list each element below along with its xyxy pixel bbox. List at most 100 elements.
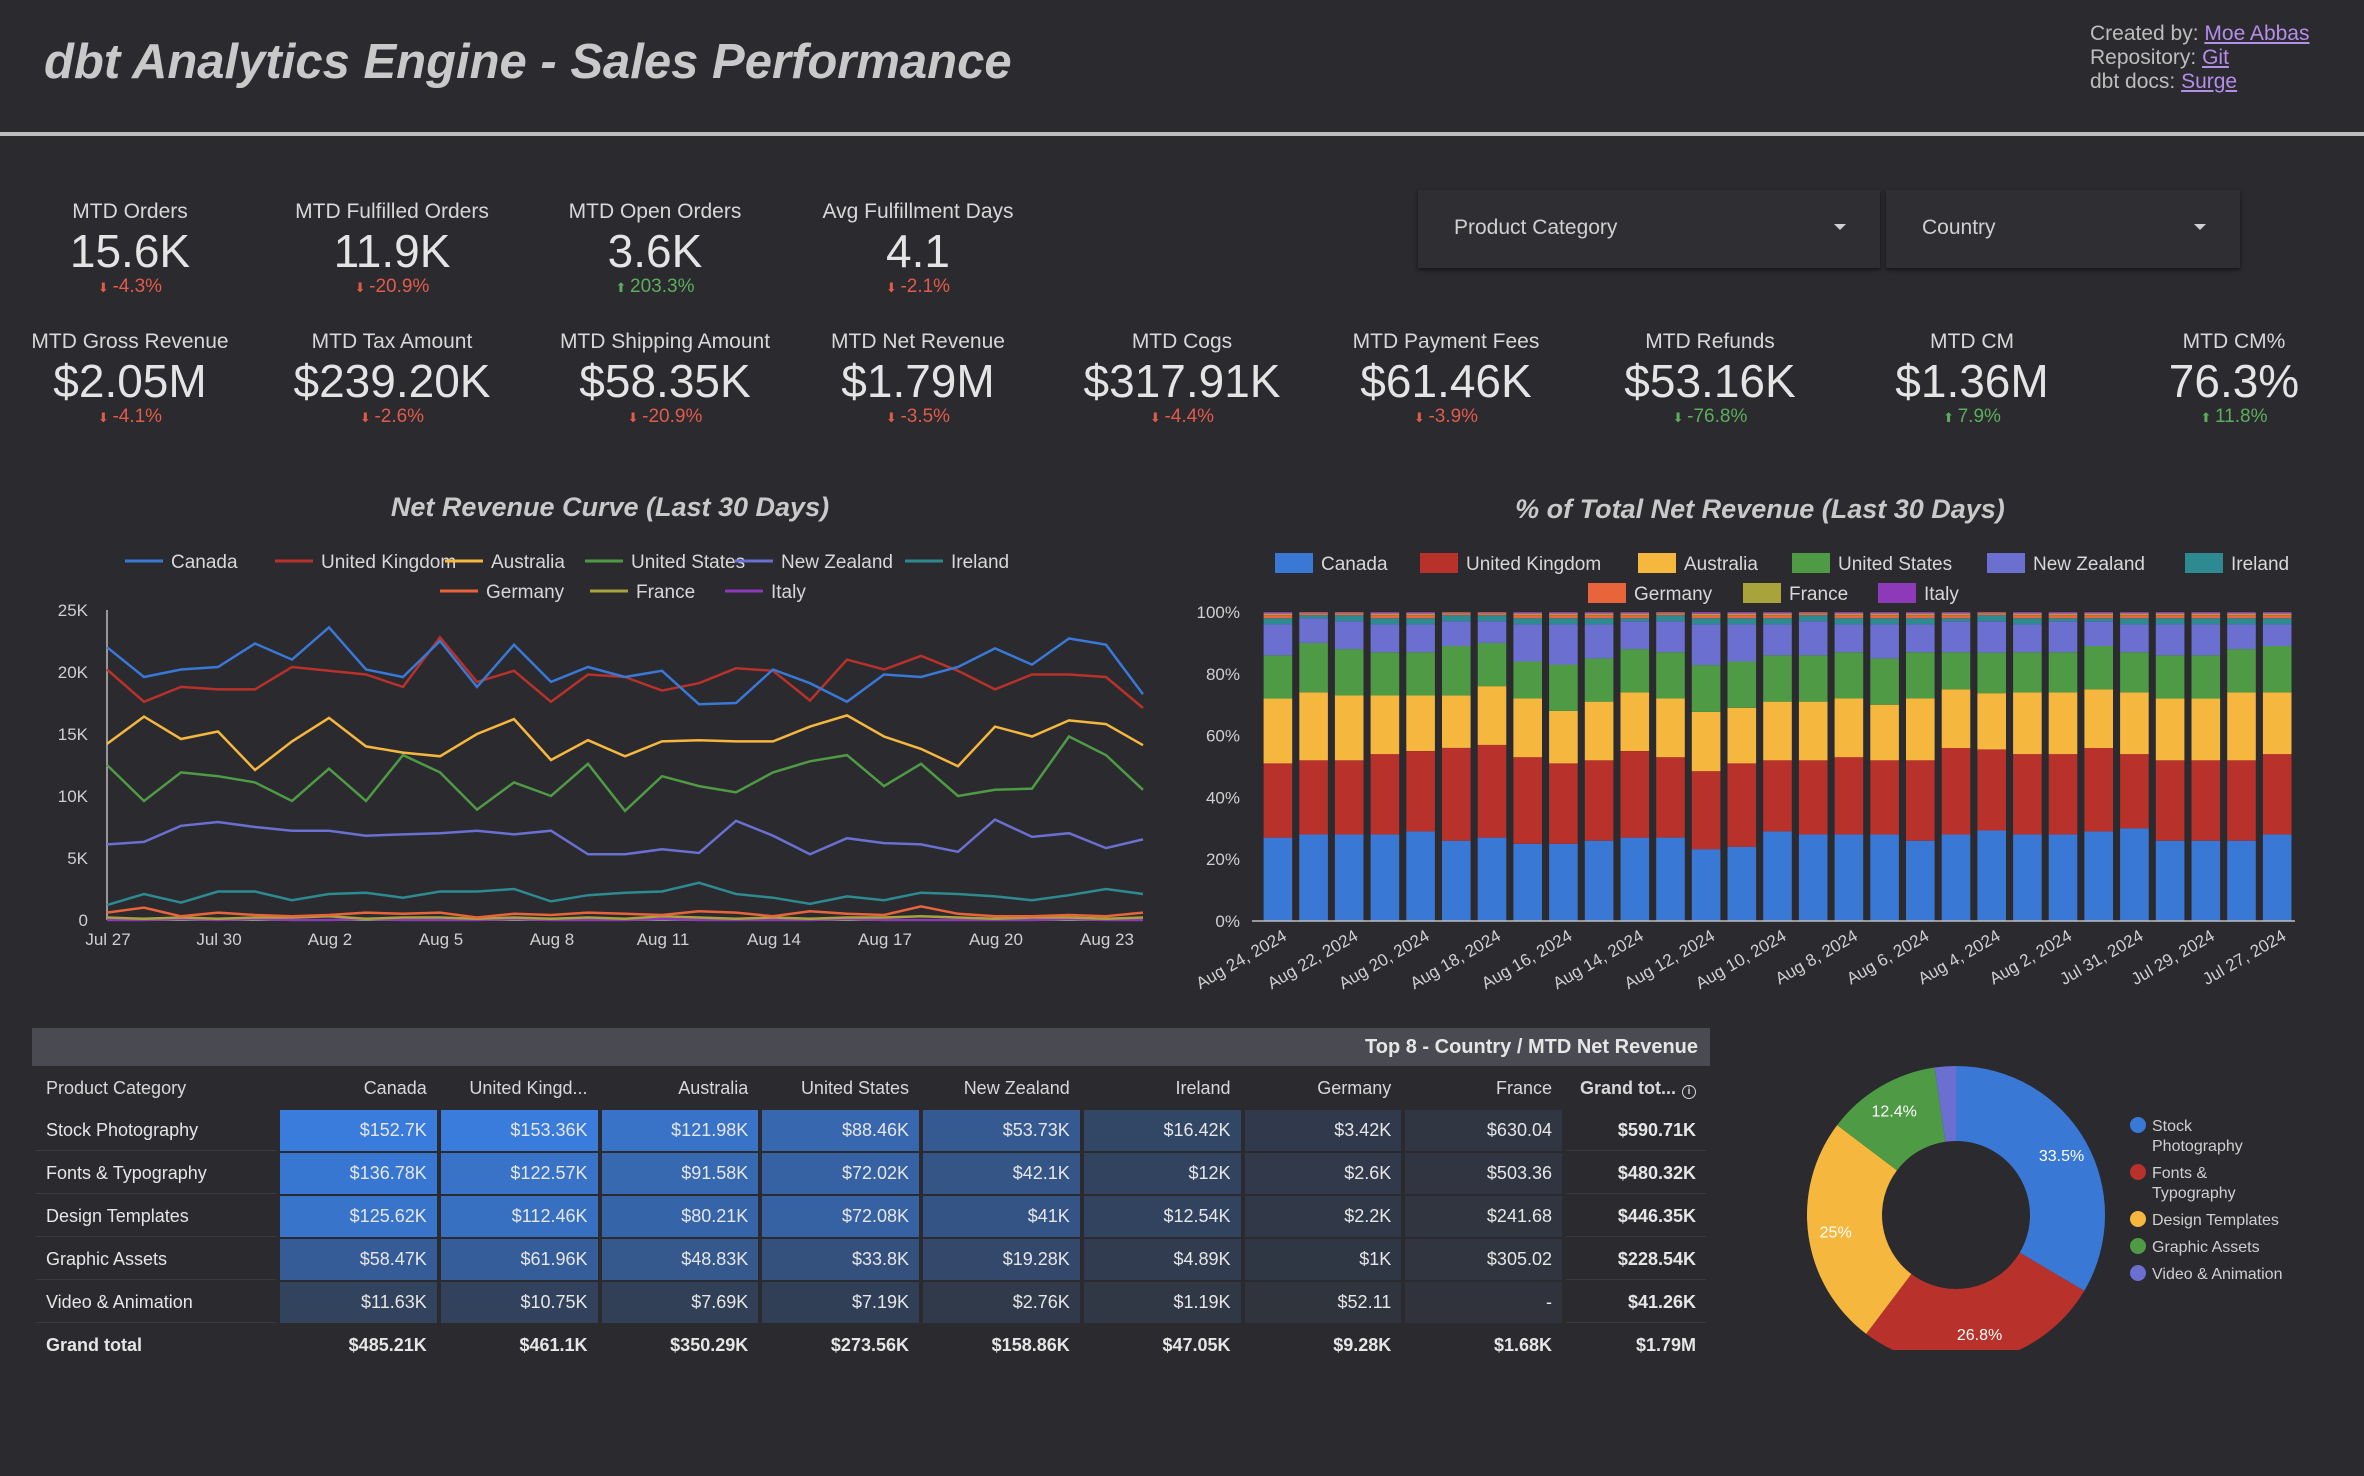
bar-segment — [1549, 763, 1578, 843]
y-tick-label: 20% — [1206, 850, 1240, 869]
kpi-change-value: 11.8% — [2215, 406, 2267, 427]
info-icon[interactable]: i — [1682, 1085, 1696, 1099]
table-cell: $485.21K — [280, 1325, 437, 1365]
legend-item: Fonts & Typography — [2130, 1164, 2236, 1202]
column-header[interactable]: Canada — [280, 1068, 437, 1108]
table-cell: $52.11 — [1245, 1282, 1402, 1323]
y-tick-label: 15K — [58, 725, 89, 744]
bar-segment — [2263, 646, 2292, 692]
bar-segment — [1835, 757, 1864, 834]
product-category-filter[interactable]: Product Category — [1418, 190, 1880, 268]
table-cell: $47.05K — [1084, 1325, 1241, 1365]
bar-segment — [1728, 847, 1757, 921]
column-header[interactable]: United Kingd... — [441, 1068, 598, 1108]
kpi-mtd-orders: MTD Orders 15.6K ⬇ -4.3% — [0, 200, 260, 298]
bar-segment — [2192, 699, 2221, 761]
column-header[interactable]: Product Category — [36, 1068, 276, 1108]
column-header[interactable]: France — [1405, 1068, 1562, 1108]
bar-segment — [1335, 621, 1364, 649]
legend-label: Germany — [1634, 584, 1713, 605]
kpi-label: MTD Cogs — [1052, 330, 1312, 354]
bar-segment — [1835, 699, 1864, 758]
bar-segment — [1549, 844, 1578, 921]
kpi-change: ⬆ 7.9% — [1842, 406, 2102, 428]
table-title-bar: Top 8 - Country / MTD Net Revenue — [32, 1028, 1710, 1066]
column-header[interactable]: New Zealand — [923, 1068, 1080, 1108]
created-by-label: Created by: — [2090, 22, 2199, 45]
column-header[interactable]: Australia — [602, 1068, 759, 1108]
bar-segment — [1406, 614, 1435, 616]
bar-segment — [2156, 760, 2185, 840]
created-by-link[interactable]: Moe Abbas — [2204, 22, 2309, 45]
legend-label: United States — [1838, 554, 1952, 575]
kpi-mtd-payment-fees: MTD Payment Fees $61.46K ⬇ -3.9% — [1316, 330, 1576, 428]
table-cell: $41.26K — [1566, 1282, 1706, 1323]
bar-segment — [1763, 702, 1792, 761]
bar-segment — [1621, 621, 1650, 649]
table-cell: Stock Photography — [36, 1110, 276, 1151]
table-cell: $53.73K — [923, 1110, 1080, 1151]
kpi-mtd-net-revenue: MTD Net Revenue $1.79M ⬇ -3.5% — [788, 330, 1048, 428]
column-header[interactable]: Germany — [1245, 1068, 1402, 1108]
bar-segment — [1264, 615, 1293, 618]
bar-segment — [1728, 615, 1757, 618]
bar-segment — [1799, 702, 1828, 761]
bar-segment — [1335, 612, 1364, 613]
chevron-down-icon — [1834, 224, 1846, 230]
bar-segment — [2156, 841, 2185, 921]
column-header[interactable]: United States — [762, 1068, 919, 1108]
bar-segment — [1585, 760, 1614, 840]
table-cell: $136.78K — [280, 1153, 437, 1194]
bar-segment — [2263, 624, 2292, 646]
bar-segment — [2156, 612, 2185, 614]
arrow-up-icon: ⬆ — [2201, 410, 2216, 425]
bar-segment — [1299, 760, 1328, 834]
legend-label: Australia — [1684, 554, 1758, 575]
column-header[interactable]: Grand tot... i — [1566, 1068, 1706, 1108]
kpi-mtd-cm: MTD CM $1.36M ⬆ 7.9% — [1842, 330, 2102, 428]
kpi-change: ⬇ -3.9% — [1316, 406, 1576, 428]
bar-segment — [1692, 612, 1721, 614]
bar-segment — [1585, 618, 1614, 624]
kpi-change-value: -2.1% — [900, 276, 950, 297]
x-tick-label: Aug 23 — [1080, 930, 1134, 949]
bar-segment — [1549, 665, 1578, 711]
bar-segment — [2192, 624, 2221, 655]
series-line-australia — [107, 715, 1143, 770]
legend-item: New Zealand — [1987, 553, 2145, 575]
table-cell: $2.76K — [923, 1282, 1080, 1323]
bar-segment — [1585, 614, 1614, 616]
bar-segment — [1870, 658, 1899, 704]
legend-label: France — [636, 582, 695, 603]
y-tick-label: 25K — [58, 601, 89, 620]
column-header[interactable]: Ireland — [1084, 1068, 1241, 1108]
bar-segment — [2013, 618, 2042, 624]
docs-link[interactable]: Surge — [2181, 70, 2237, 93]
table-row: Fonts & Typography $136.78K $122.57K $91.58… — [36, 1153, 1706, 1194]
slice-label: 12.4% — [1871, 1103, 1916, 1120]
kpi-change-value: -76.8% — [1687, 406, 1747, 427]
bar-segment — [1870, 835, 1899, 922]
bar-segment — [1549, 614, 1578, 616]
legend-label: Photography — [2152, 1138, 2243, 1155]
bar-segment — [1513, 614, 1542, 616]
kpi-mtd-shipping-amount: MTD Shipping Amount $58.35K ⬇ -20.9% — [535, 330, 795, 428]
bar-segment — [1835, 652, 1864, 698]
legend-item: Canada — [125, 552, 238, 573]
repo-link[interactable]: Git — [2202, 46, 2229, 69]
country-filter[interactable]: Country — [1886, 190, 2240, 268]
bar-segment — [2192, 618, 2221, 624]
kpi-change-value: -2.6% — [374, 406, 424, 427]
bar-segment — [1977, 831, 2006, 922]
legend-item: Germany — [440, 582, 565, 603]
donut-slice — [1956, 1066, 2105, 1291]
kpi-change-value: -3.5% — [900, 406, 950, 427]
bar-segment — [1942, 748, 1971, 835]
x-tick-label: Aug 2 — [308, 930, 352, 949]
legend-label: New Zealand — [2033, 554, 2145, 575]
bar-segment — [1977, 693, 2006, 749]
bar-segment — [1585, 615, 1614, 618]
bar-segment — [1942, 612, 1971, 614]
bar-segment — [2227, 612, 2256, 614]
kpi-value: 4.1 — [788, 226, 1048, 276]
